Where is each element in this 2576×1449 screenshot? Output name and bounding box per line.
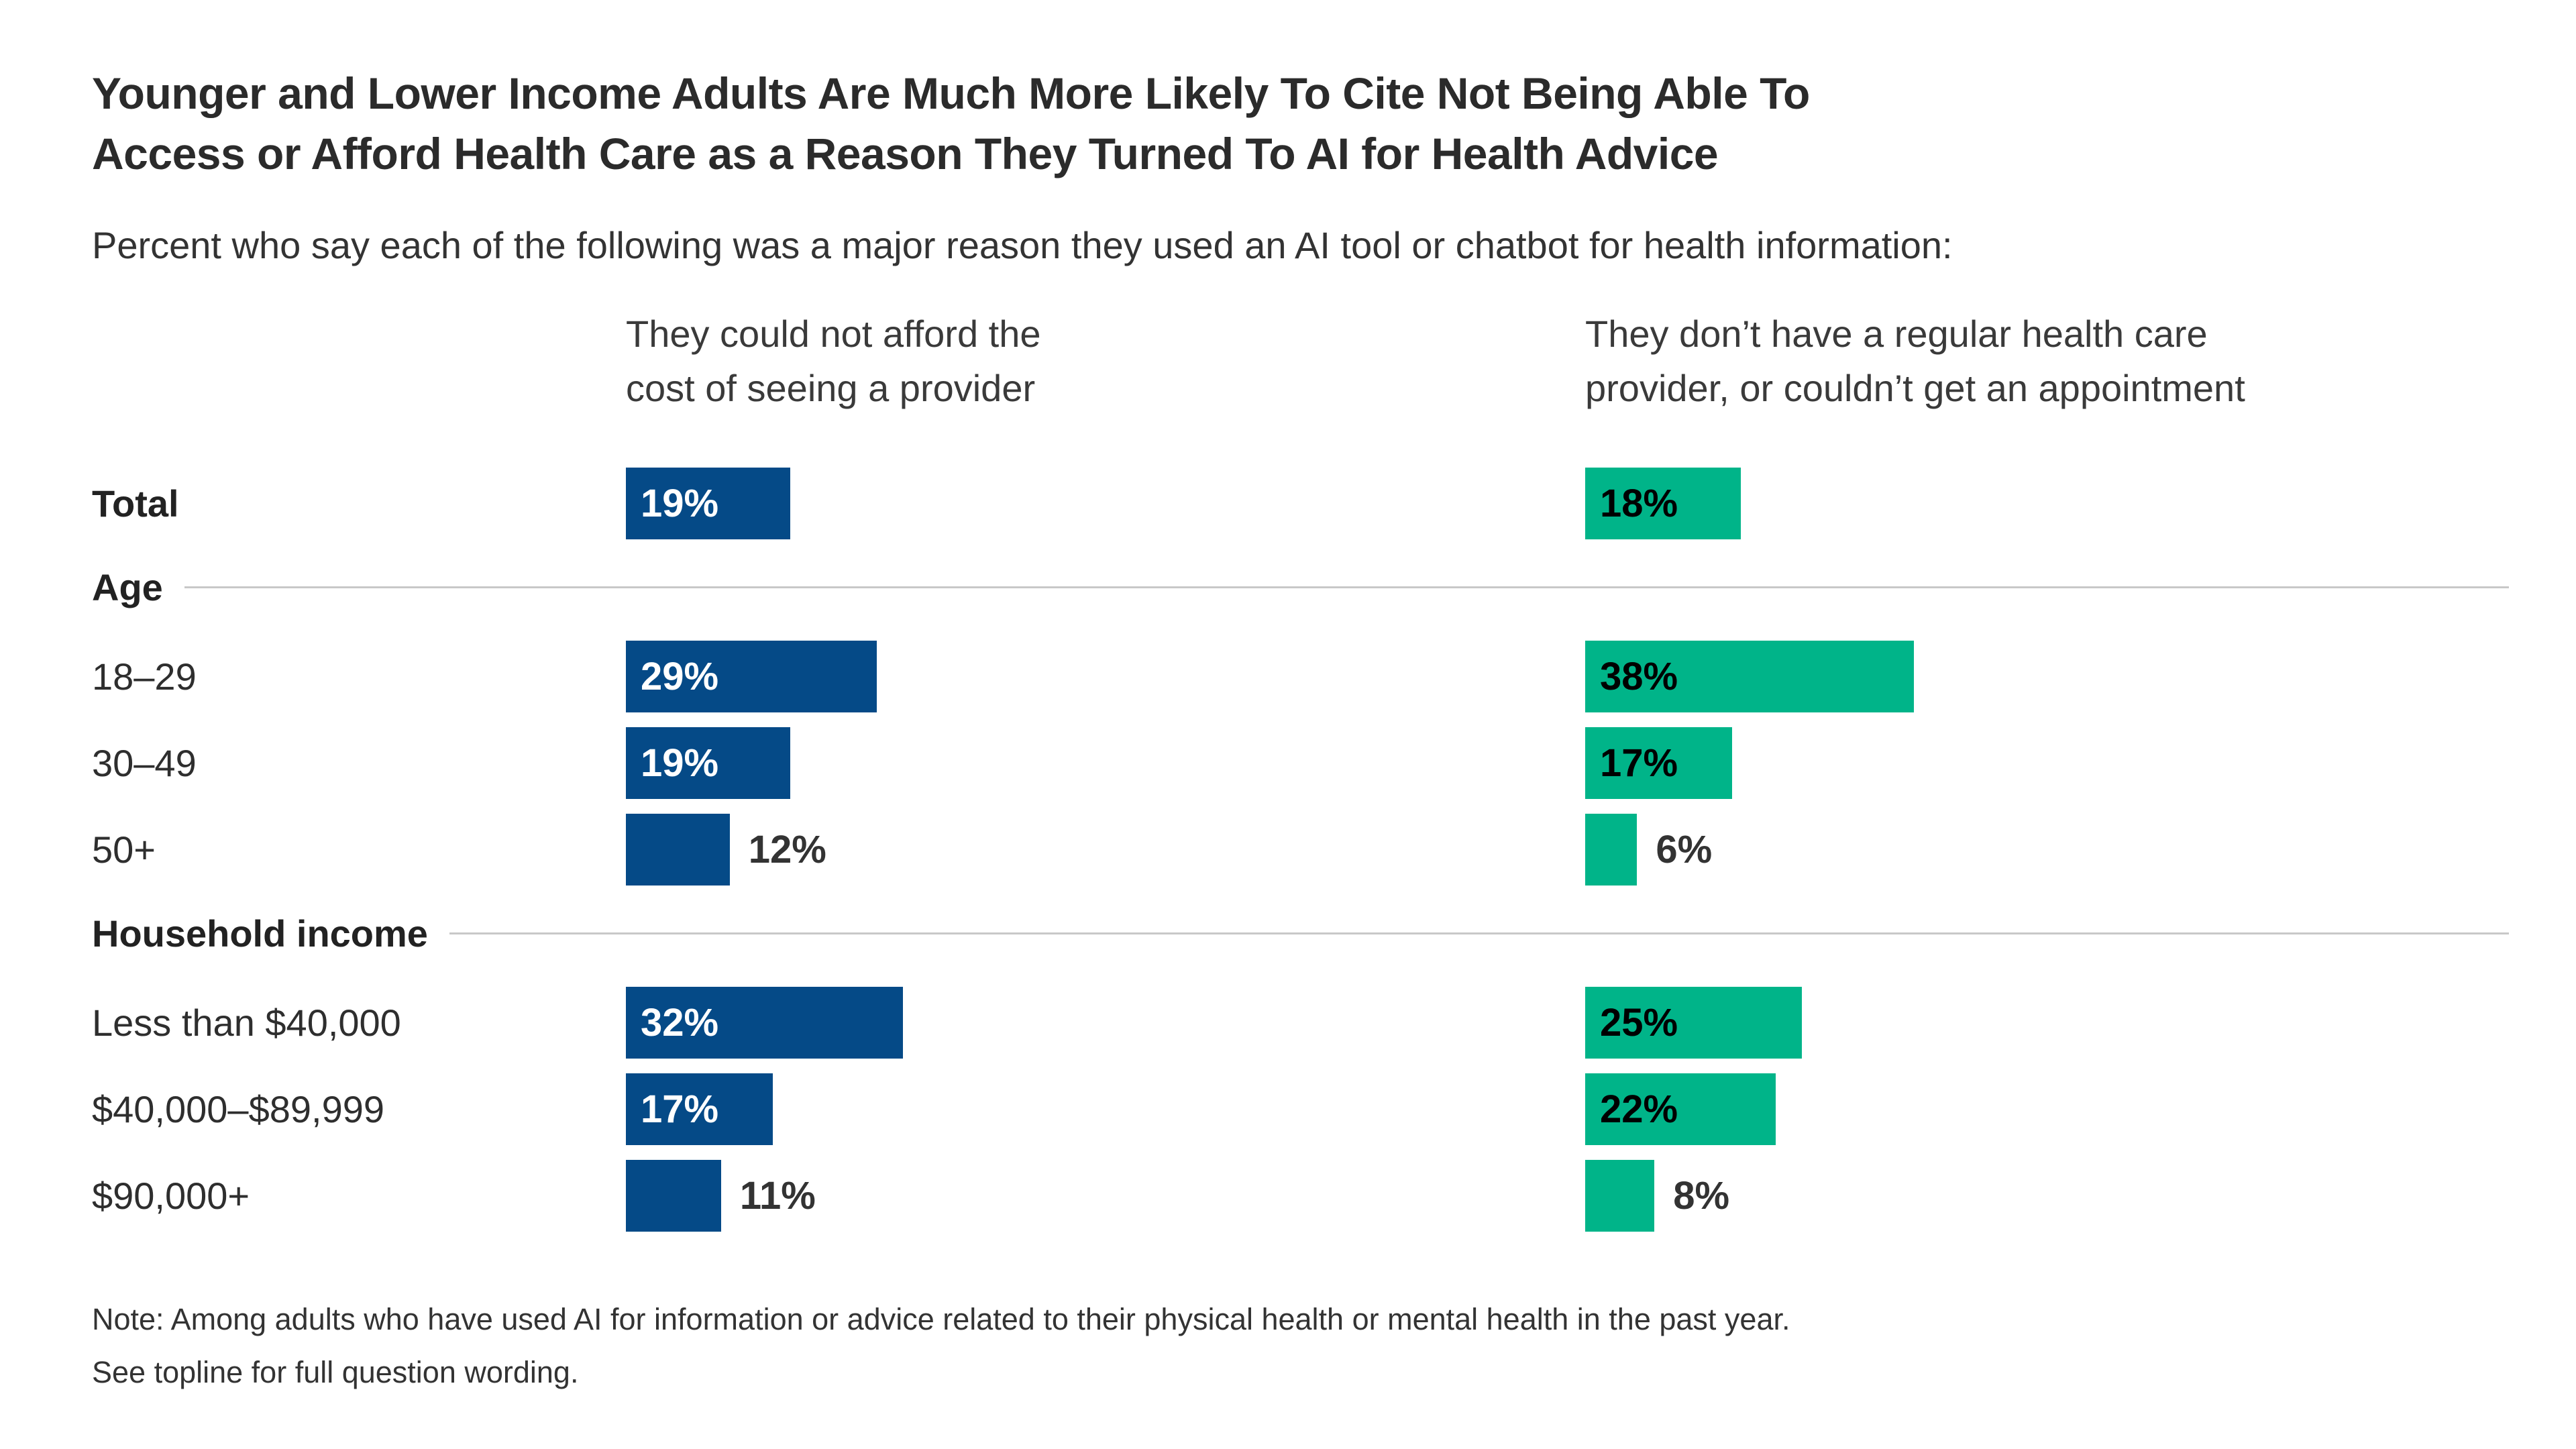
bar-value-provider-50-plus: 6% — [1656, 828, 1713, 872]
row-total: Total 19% 18% — [92, 468, 2509, 540]
section-divider-household-income — [449, 932, 2509, 934]
bar-cell-afford-30-49: 19% — [626, 727, 1585, 800]
bar-afford-30-49: 19% — [626, 727, 791, 800]
bar-value-provider-18-29: 38% — [1600, 655, 1678, 699]
bar-afford-less-than-40k: 32% — [626, 987, 903, 1059]
bar-afford-40k-89k: 17% — [626, 1073, 773, 1146]
bar-provider-less-than-40k: 25% — [1585, 987, 1802, 1059]
row-30-49: 30–49 19% 17% — [92, 727, 2509, 800]
bar-provider-total: 18% — [1585, 468, 1741, 540]
bar-afford-50-plus — [626, 814, 730, 886]
row-label-90k-plus: $90,000+ — [92, 1175, 250, 1218]
row-label-less-than-40k: Less than $40,000 — [92, 1002, 401, 1044]
bar-value-afford-40k-89k: 17% — [641, 1087, 719, 1132]
bar-value-afford-30-49: 19% — [641, 741, 719, 786]
bar-value-afford-18-29: 29% — [641, 655, 719, 699]
bar-provider-40k-89k: 22% — [1585, 1073, 1776, 1146]
column-header-provider-line-2: provider, or couldn’t get an appointment — [1585, 367, 2245, 410]
section-label-household-income: Household income — [92, 912, 428, 955]
page-title-line-1: Younger and Lower Income Adults Are Much… — [92, 68, 1810, 118]
bar-cell-provider-18-29: 38% — [1585, 641, 2509, 713]
bar-value-afford-less-than-40k: 32% — [641, 1001, 719, 1045]
bar-value-afford-50-plus: 12% — [748, 828, 826, 872]
row-90k-plus: $90,000+ 11% 8% — [92, 1160, 2509, 1232]
bar-afford-18-29: 29% — [626, 641, 877, 713]
bar-cell-afford-50-plus: 12% — [626, 814, 1585, 886]
chart-container: Younger and Lower Income Adults Are Much… — [92, 64, 2509, 1399]
column-header-afford-line-2: cost of seeing a provider — [626, 367, 1036, 410]
footnote-line-2: See topline for full question wording. — [92, 1354, 579, 1389]
section-header-age: Age — [92, 557, 2509, 617]
page-title-line-2: Access or Afford Health Care as a Reason… — [92, 128, 1719, 178]
bar-cell-afford-less-than-40k: 32% — [626, 987, 1585, 1059]
bar-cell-afford-90k-plus: 11% — [626, 1160, 1585, 1232]
bar-provider-30-49: 17% — [1585, 727, 1733, 800]
bar-cell-provider-40k-89k: 22% — [1585, 1073, 2509, 1146]
section-header-household-income: Household income — [92, 903, 2509, 963]
bar-cell-provider-50-plus: 6% — [1585, 814, 2509, 886]
row-label-total: Total — [92, 482, 179, 525]
bar-value-provider-total: 18% — [1600, 482, 1678, 526]
footnote-line-1: Note: Among adults who have used AI for … — [92, 1302, 1790, 1337]
bar-afford-total: 19% — [626, 468, 791, 540]
bar-cell-provider-90k-plus: 8% — [1585, 1160, 2509, 1232]
bar-provider-90k-plus — [1585, 1160, 1655, 1232]
row-label-50-plus: 50+ — [92, 828, 156, 871]
bar-cell-afford-total: 19% — [626, 468, 1585, 540]
section-label-age: Age — [92, 566, 163, 608]
row-less-than-40k: Less than $40,000 32% 25% — [92, 987, 2509, 1059]
row-40k-89k: $40,000–$89,999 17% 22% — [92, 1073, 2509, 1146]
bar-cell-afford-18-29: 29% — [626, 641, 1585, 713]
column-header-provider-line-1: They don’t have a regular health care — [1585, 312, 2208, 355]
row-50-plus: 50+ 12% 6% — [92, 814, 2509, 886]
column-header-afford-line-1: They could not afford the — [626, 312, 1041, 355]
row-label-40k-89k: $40,000–$89,999 — [92, 1088, 384, 1131]
bar-value-provider-90k-plus: 8% — [1673, 1174, 1730, 1218]
section-divider-age — [184, 586, 2509, 588]
bar-cell-provider-less-than-40k: 25% — [1585, 987, 2509, 1059]
bar-value-afford-total: 19% — [641, 482, 719, 526]
bar-cell-provider-30-49: 17% — [1585, 727, 2509, 800]
bar-afford-90k-plus — [626, 1160, 721, 1232]
column-header-afford: They could not afford the cost of seeing… — [626, 307, 1585, 415]
column-header-provider: They don’t have a regular health care pr… — [1585, 307, 2509, 415]
bar-value-afford-90k-plus: 11% — [739, 1174, 816, 1218]
footnote: Note: Among adults who have used AI for … — [92, 1293, 2509, 1399]
row-18-29: 18–29 29% 38% — [92, 641, 2509, 713]
row-label-18-29: 18–29 — [92, 655, 197, 698]
column-headers-row: They could not afford the cost of seeing… — [92, 307, 2509, 415]
bar-value-provider-less-than-40k: 25% — [1600, 1001, 1678, 1045]
bar-provider-50-plus — [1585, 814, 1638, 886]
bar-cell-afford-40k-89k: 17% — [626, 1073, 1585, 1146]
bar-cell-provider-total: 18% — [1585, 468, 2509, 540]
chart-subtitle: Percent who say each of the following wa… — [92, 223, 1953, 266]
row-label-30-49: 30–49 — [92, 742, 197, 785]
bar-value-provider-40k-89k: 22% — [1600, 1087, 1678, 1132]
page-title: Younger and Lower Income Adults Are Much… — [92, 64, 2509, 184]
bar-provider-18-29: 38% — [1585, 641, 1915, 713]
bar-value-provider-30-49: 17% — [1600, 741, 1678, 786]
